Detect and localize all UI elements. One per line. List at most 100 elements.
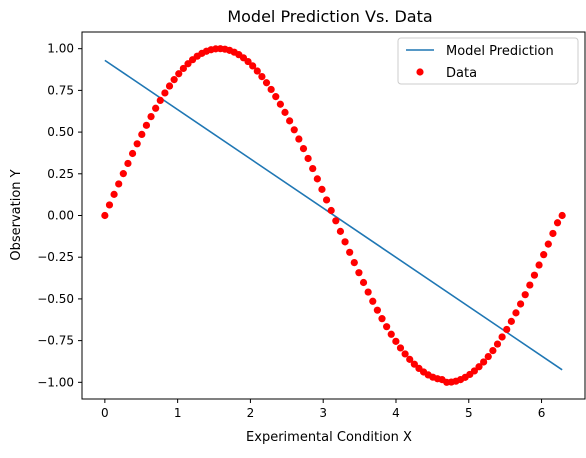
data-point — [161, 89, 169, 97]
data-point — [138, 130, 146, 138]
chart-title: Model Prediction Vs. Data — [227, 7, 432, 26]
data-point — [498, 333, 506, 341]
data-point — [355, 269, 363, 277]
y-tick-label: −0.25 — [37, 250, 74, 264]
data-point — [179, 64, 187, 73]
x-axis-label: Experimental Condition X — [246, 430, 412, 445]
data-point — [133, 140, 141, 148]
model-prediction-line — [104, 59, 563, 371]
data-point — [313, 175, 321, 183]
x-tick-label: 4 — [392, 406, 400, 420]
data-point — [258, 73, 266, 81]
data-point — [101, 211, 109, 220]
data-point — [410, 360, 418, 368]
data-point — [401, 350, 409, 358]
data-point — [244, 57, 252, 66]
x-tick-label: 2 — [247, 406, 255, 420]
data-point — [484, 352, 492, 361]
y-axis-ticks: 1.00 0.75 0.50 0.25 0.00 −0.25 −0.50 −0.75 −1.00 — [37, 42, 82, 389]
data-point — [396, 344, 405, 352]
data-point — [480, 358, 488, 366]
data-point — [558, 211, 566, 220]
data-point — [489, 347, 497, 355]
data-point — [309, 164, 317, 173]
data-point — [364, 288, 372, 296]
data-point — [281, 108, 289, 116]
data-point — [535, 261, 543, 269]
data-point — [387, 330, 395, 338]
legend-dot-swatch — [416, 68, 424, 76]
data-point — [295, 135, 303, 143]
x-tick-label: 6 — [538, 406, 546, 420]
data-point — [350, 258, 358, 267]
data-point — [124, 159, 132, 168]
data-point — [115, 180, 123, 188]
x-tick-label: 0 — [101, 406, 109, 420]
data-point — [341, 238, 349, 246]
series-layer — [101, 45, 566, 386]
y-axis-label: Observation Y — [9, 169, 24, 260]
data-point — [322, 196, 331, 204]
data-point — [299, 145, 308, 153]
data-point — [512, 309, 520, 317]
data-point — [147, 112, 155, 121]
data-point — [318, 185, 326, 193]
data-point — [392, 337, 400, 345]
data-point — [327, 206, 335, 215]
data-point — [170, 76, 178, 84]
data-point — [526, 281, 534, 289]
data-point — [290, 126, 298, 134]
data-point — [128, 149, 137, 158]
data-point — [503, 325, 511, 334]
data-point — [276, 100, 284, 108]
plot-frame — [81, 31, 586, 400]
data-point — [475, 363, 483, 371]
data-point — [359, 278, 368, 287]
data-point — [406, 355, 414, 363]
data-point — [507, 317, 515, 325]
y-tick-label: −0.50 — [37, 292, 74, 306]
data-point — [253, 67, 261, 75]
data-point — [530, 271, 539, 279]
data-point — [470, 367, 478, 375]
data-point — [165, 82, 174, 90]
data-point — [516, 300, 525, 308]
x-tick-label: 5 — [465, 406, 473, 420]
data-point — [175, 70, 183, 78]
y-tick-label: −0.75 — [37, 334, 74, 348]
plot-area: 1.00 0.75 0.50 0.25 0.00 −0.25 −0.50 −0.75 −1.00… — [37, 31, 586, 420]
legend-label-data: Data — [446, 66, 477, 81]
data-point — [553, 219, 562, 227]
y-tick-label: 0.25 — [47, 167, 74, 181]
data-point — [152, 104, 160, 112]
data-point — [304, 154, 312, 163]
y-tick-label: 0.00 — [47, 209, 74, 223]
data-point — [369, 297, 377, 305]
data-point — [549, 229, 557, 238]
x-tick-label: 3 — [319, 406, 327, 420]
data-point — [540, 251, 548, 259]
data-point — [383, 323, 391, 331]
data-point — [110, 190, 118, 198]
data-point — [142, 121, 151, 129]
y-tick-label: 0.75 — [47, 83, 74, 97]
legend-label-model: Model Prediction — [446, 44, 554, 59]
data-point — [286, 117, 294, 125]
data-point — [249, 62, 257, 70]
legend-box — [397, 37, 579, 85]
y-tick-label: 0.50 — [47, 125, 74, 139]
data-point — [373, 306, 381, 314]
data-point — [262, 79, 271, 87]
data-point — [521, 291, 529, 299]
y-tick-label: 1.00 — [47, 42, 74, 56]
data-point — [105, 201, 114, 209]
data-point — [267, 85, 275, 94]
data-point — [272, 93, 280, 101]
data-point — [544, 240, 552, 248]
data-point — [493, 340, 502, 348]
data-point — [336, 227, 345, 235]
data-point — [346, 248, 354, 256]
data-point — [184, 60, 192, 68]
data-point — [332, 217, 340, 225]
